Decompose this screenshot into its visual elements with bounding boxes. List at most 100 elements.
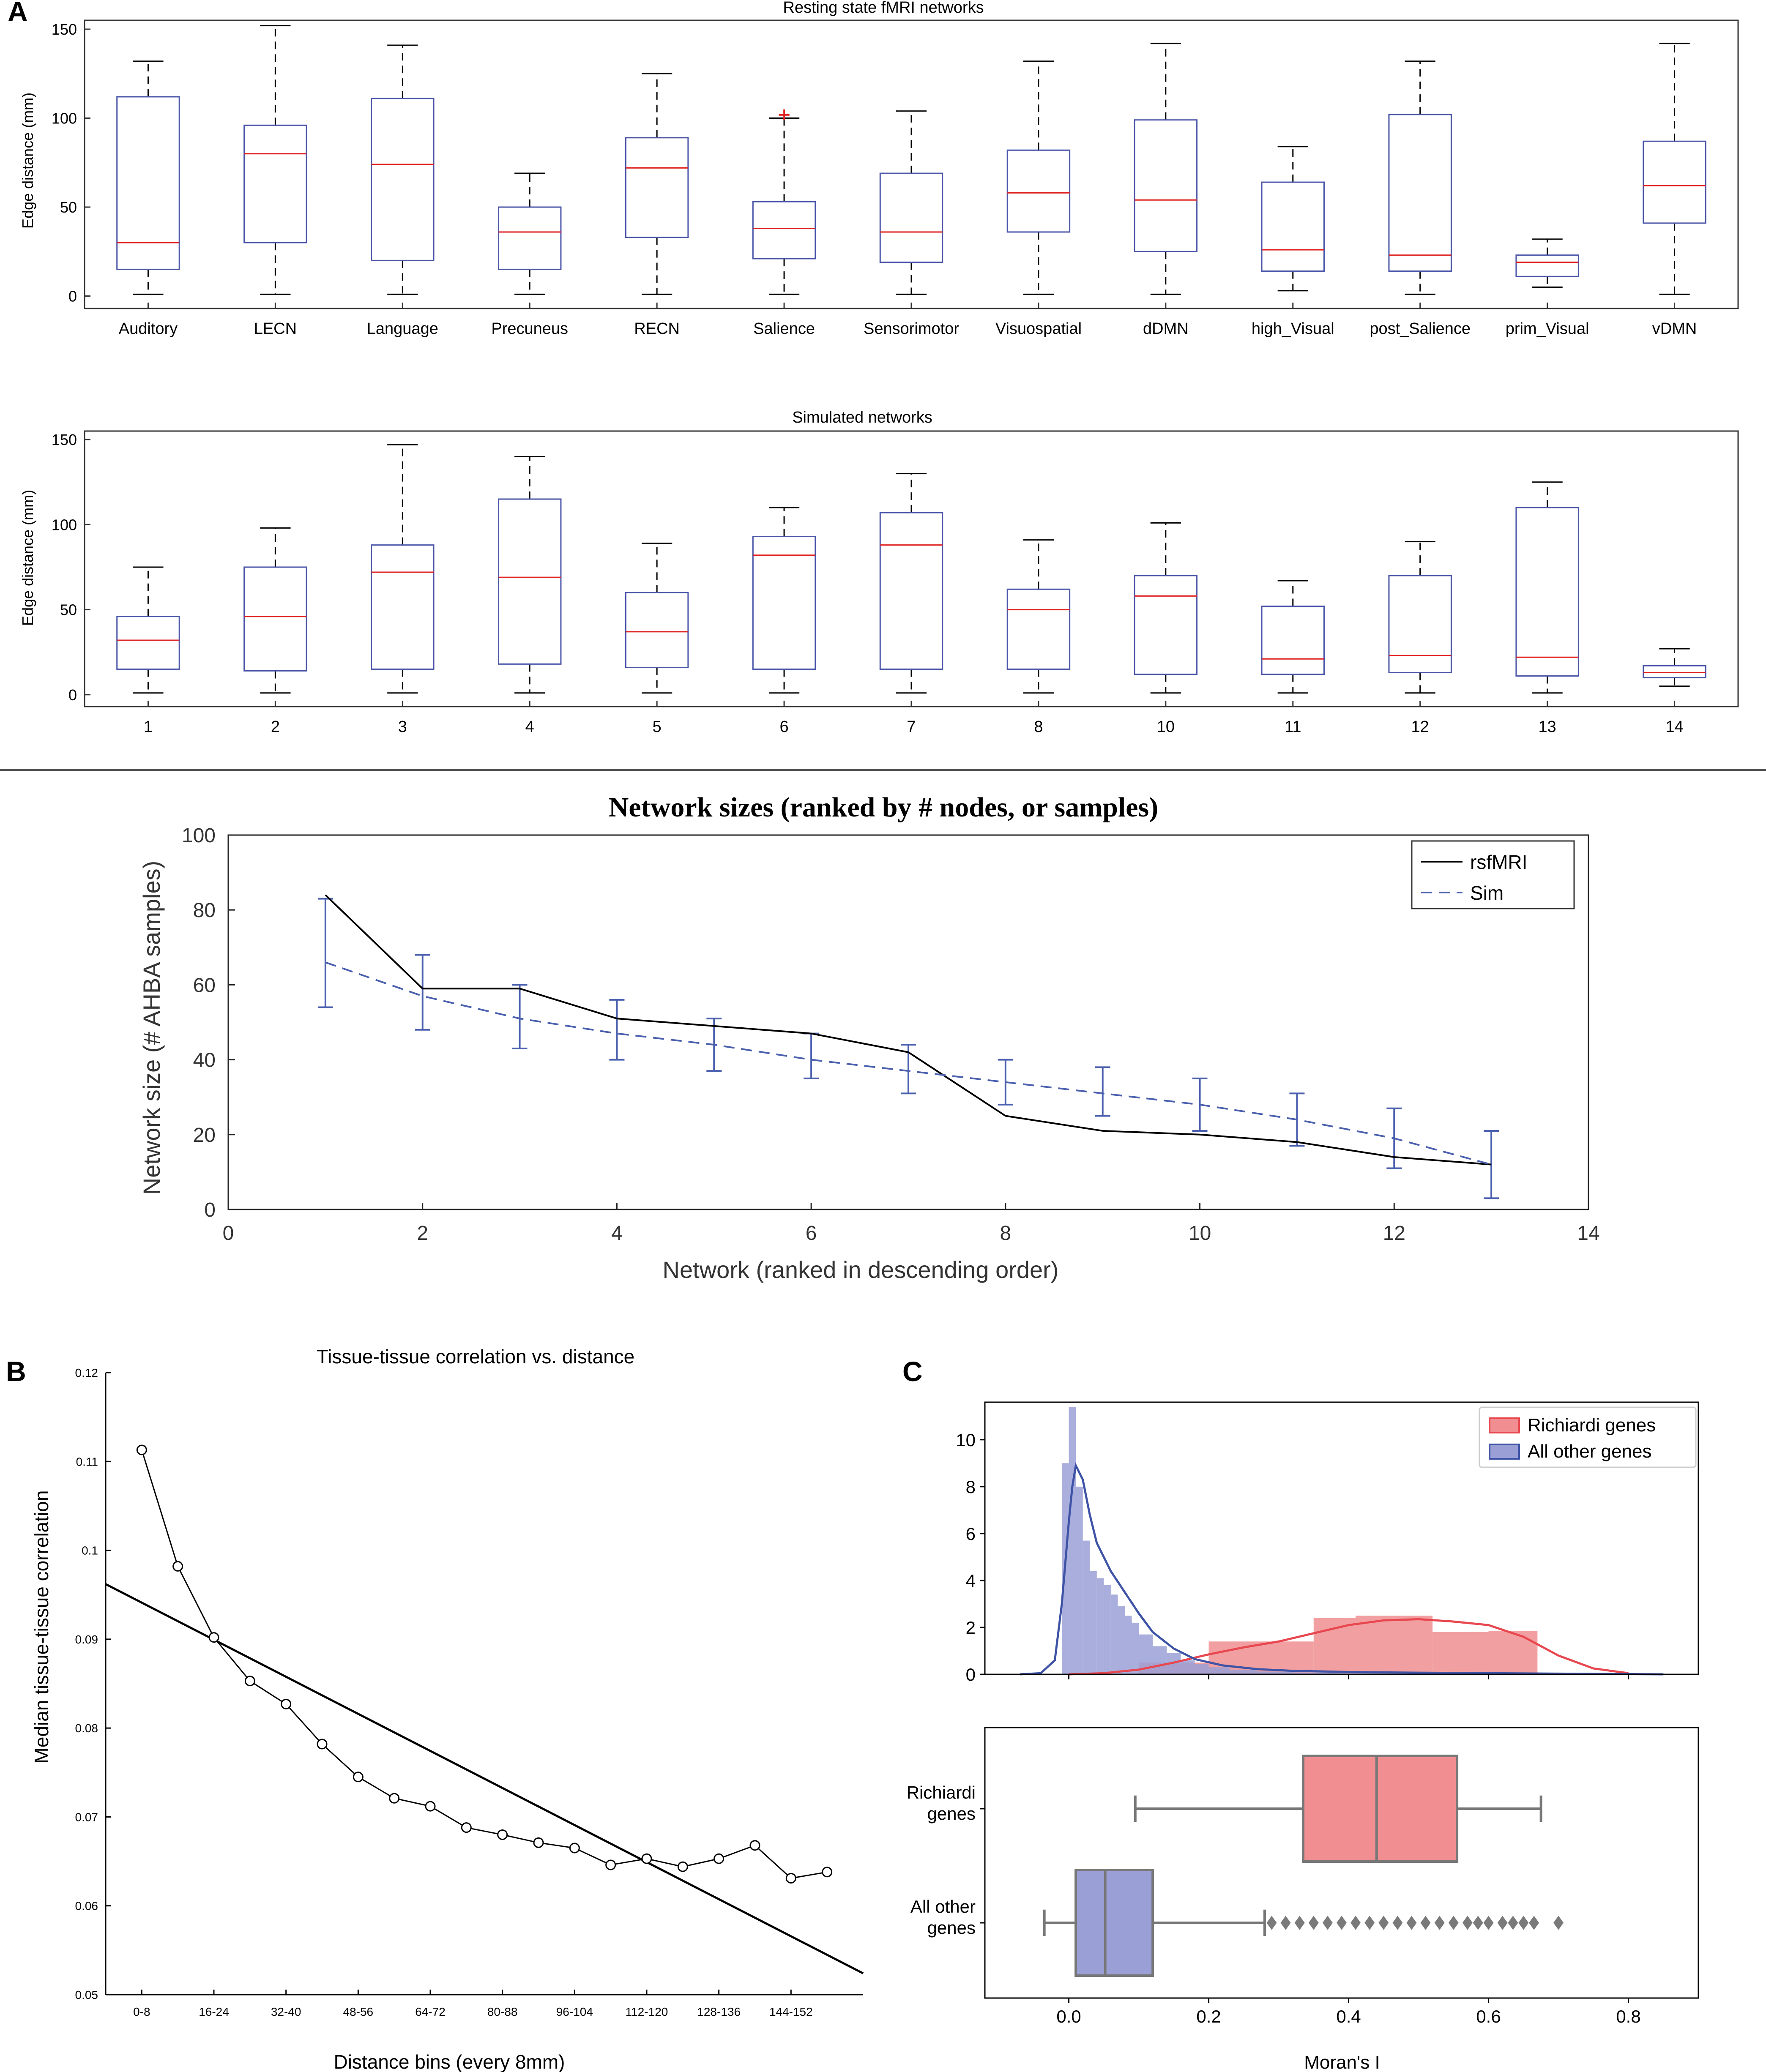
- sim-box-4: [498, 498, 562, 665]
- rs-xtick-label-recn: RECN: [634, 320, 680, 338]
- tc-xtick-label: 144-152: [769, 2005, 813, 2018]
- hist-ytick-label: 8: [966, 1477, 976, 1497]
- sim-box-2: [243, 566, 307, 672]
- boxc-outlier-all-other-genes: [1434, 1916, 1445, 1930]
- tc-point: [497, 1829, 508, 1840]
- tc-xtick-label: 64-72: [415, 2005, 446, 2018]
- boxc-outlier-all-other-genes: [1473, 1916, 1483, 1930]
- tc-point: [136, 1444, 147, 1455]
- boxc-xtick-label: 0.0: [1056, 2006, 1081, 2026]
- tc-ytick-label: 0.12: [75, 1366, 98, 1379]
- sim-ytick-label: 50: [60, 601, 77, 619]
- other-genes-hist-bar: [1104, 1585, 1111, 1674]
- boxc-outlier-all-other-genes: [1266, 1916, 1277, 1930]
- sim-xtick-label-12: 12: [1411, 718, 1429, 736]
- hist-ytick-label: 2: [966, 1618, 976, 1638]
- boxc-outlier-all-other-genes: [1497, 1916, 1508, 1930]
- rs-xtick-label-salience: Salience: [753, 320, 815, 338]
- hist-ytick-label: 4: [966, 1571, 976, 1591]
- rs-xtick-label-vdmn: vDMN: [1652, 320, 1697, 338]
- sim-box-7: [879, 512, 943, 670]
- network-sizes-chart: Network sizes (ranked by # nodes, or sam…: [138, 792, 1600, 1283]
- sim-box-6: [752, 536, 816, 670]
- sim-ytick-label: 0: [68, 686, 77, 704]
- tc-point: [785, 1873, 796, 1884]
- sim-box-1: [116, 616, 180, 670]
- boxc-outlier-all-other-genes: [1529, 1916, 1539, 1930]
- ns-ytick-label: 40: [193, 1049, 216, 1072]
- other-genes-hist-bar: [1132, 1622, 1139, 1674]
- rs-box-auditory: [116, 96, 180, 270]
- tissue-correlation-chart: Tissue-tissue correlation vs. distance D…: [30, 1346, 864, 2072]
- rs-box-recn: [625, 137, 689, 238]
- rs-xtick-label-high-visual: high_Visual: [1252, 320, 1334, 338]
- sim-xtick-label-11: 11: [1285, 718, 1301, 736]
- rs-box-prim-visual: [1515, 254, 1579, 277]
- boxc-outlier-all-other-genes: [1337, 1916, 1347, 1930]
- rs-box-lecn: [243, 124, 307, 243]
- ns-xtick-label: 6: [806, 1222, 817, 1245]
- sim-box-3: [371, 544, 435, 670]
- other-genes-hist-bar: [1230, 1669, 1258, 1674]
- hist-ytick-label: 6: [966, 1524, 976, 1544]
- tc-point: [533, 1837, 544, 1848]
- rs-box-high-visual: [1261, 181, 1325, 272]
- sim-xtick-label-3: 3: [398, 718, 407, 736]
- boxc-outlier-all-other-genes: [1350, 1916, 1361, 1930]
- boxc-outlier-all-other-genes: [1406, 1916, 1417, 1930]
- tc-ytick-label: 0.09: [75, 1633, 98, 1646]
- sim-box-5: [625, 592, 689, 668]
- tissue-correlation-ylabel: Median tissue-tissue correlation: [30, 1491, 52, 1764]
- ns-ytick-label: 60: [193, 974, 216, 996]
- tc-point: [425, 1801, 436, 1812]
- other-genes-hist-bar: [1293, 1672, 1349, 1674]
- rs-ytick-label: 150: [52, 21, 77, 38]
- tc-xtick-label: 128-136: [697, 2005, 741, 2018]
- sim-xtick-label-6: 6: [780, 718, 789, 736]
- network-sizes-xlabel: Network (ranked in descending order): [663, 1256, 1059, 1283]
- boxc-outlier-all-other-genes: [1378, 1916, 1389, 1930]
- sim-xtick-label-7: 7: [907, 718, 916, 736]
- boxc-outlier-all-other-genes: [1518, 1916, 1529, 1930]
- sim-xtick-label-8: 8: [1034, 718, 1043, 736]
- tc-xtick-label: 96-104: [556, 2005, 593, 2018]
- ns-xtick-label: 14: [1577, 1222, 1599, 1245]
- other-genes-hist-bar: [1118, 1606, 1125, 1674]
- sim-xtick-label-1: 1: [144, 718, 153, 736]
- resting-state-title: Resting state fMRI networks: [783, 0, 984, 16]
- rs-xtick-label-sensorimotor: Sensorimotor: [864, 320, 959, 338]
- sim-xtick-label-4: 4: [525, 718, 534, 736]
- tc-point: [461, 1822, 472, 1833]
- other-genes-hist-bar: [1096, 1578, 1104, 1674]
- sim-xtick-label-2: 2: [271, 718, 280, 736]
- other-genes-hist-bar: [1069, 1407, 1076, 1674]
- rs-outlier-salience: +: [778, 103, 790, 127]
- rs-ytick-label: 50: [60, 199, 77, 216]
- tc-ytick-label: 0.07: [75, 1810, 98, 1824]
- boxc-outlier-all-other-genes: [1553, 1916, 1564, 1930]
- sim-box-12: [1388, 575, 1452, 674]
- ns-axes-frame: [227, 834, 1589, 1210]
- resting-state-ylabel: Edge distance (mm): [19, 93, 36, 229]
- richiardi-hist-bar: [1488, 1631, 1538, 1674]
- boxc-category-label-all-other-genes: All other: [910, 1897, 976, 1916]
- other-genes-hist-bar: [1153, 1646, 1167, 1674]
- series-line-rsfmri: [325, 894, 1492, 1166]
- histogram-legend: Richiardi genes All other genes: [1479, 1406, 1697, 1468]
- rs-box-salience: [752, 201, 816, 259]
- rs-xtick-label-prim-visual: prim_Visual: [1506, 320, 1589, 338]
- boxc-category-label-richiardi-genes: Richiardi: [907, 1783, 976, 1802]
- tc-point: [353, 1772, 364, 1783]
- boxc-xtick-label: 0.2: [1196, 2006, 1221, 2026]
- other-genes-hist-bar: [1208, 1667, 1230, 1674]
- tc-point: [244, 1676, 255, 1687]
- rs-xtick-label-visuospatial: Visuospatial: [995, 320, 1082, 338]
- series-line-sim: [325, 961, 1492, 1166]
- other-genes-hist-bar: [1195, 1664, 1209, 1674]
- panel-label-b: B: [6, 1356, 26, 1387]
- tc-point: [317, 1739, 328, 1750]
- ns-ytick-label: 80: [193, 899, 216, 922]
- network-sizes-title: Network sizes (ranked by # nodes, or sam…: [609, 792, 1158, 823]
- morans-boxplot: Moran's I 0.0 0.2 0.4 0.6 0.8 Richiardi genes A…: [907, 1727, 1699, 2072]
- boxc-outlier-all-other-genes: [1280, 1916, 1291, 1930]
